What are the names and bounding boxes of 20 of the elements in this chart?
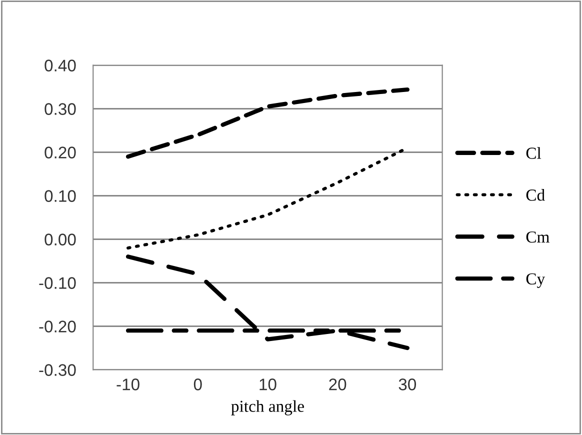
y-tick-label: 0.40: [44, 60, 76, 72]
y-tick-label: 0.30: [44, 103, 76, 115]
x-tick-label: -10: [116, 378, 140, 390]
x-axis-title: pitch angle: [231, 400, 304, 416]
y-tick-label: -0.20: [39, 320, 76, 332]
legend-label: Cm: [526, 231, 550, 243]
legend-label: Cd: [526, 189, 545, 201]
x-tick-label: 10: [260, 378, 276, 390]
legend-label: Cy: [526, 273, 546, 288]
legend-label: Cl: [526, 147, 542, 159]
y-tick-label: 0.10: [44, 190, 76, 202]
x-tick-label: 0: [194, 378, 202, 390]
line-series: [126, 88, 410, 159]
x-tick-label: 20: [329, 378, 346, 390]
line-series: [126, 254, 410, 350]
x-tick-label: 30: [398, 378, 416, 390]
y-tick-label: 0.00: [44, 234, 76, 246]
y-tick-label: 0.20: [44, 146, 76, 158]
y-tick-label: -0.30: [39, 364, 76, 376]
y-tick-label: -0.10: [39, 277, 76, 289]
